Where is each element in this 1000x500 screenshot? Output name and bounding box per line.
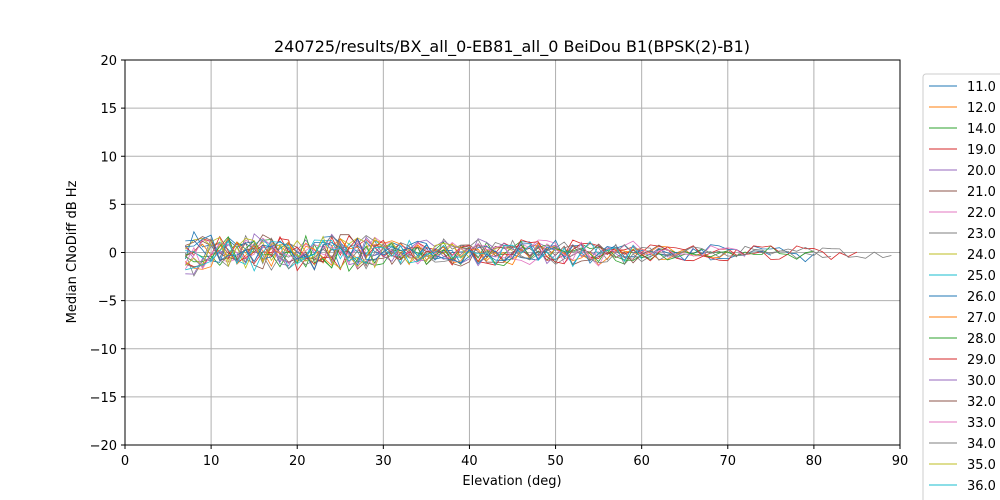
legend-item: 30.0 bbox=[929, 374, 996, 389]
series-line-34.0 bbox=[185, 234, 832, 271]
legend-item: 21.0 bbox=[929, 185, 996, 200]
y-tick-label: 5 bbox=[109, 198, 117, 213]
legend-label: 19.0 bbox=[967, 143, 996, 158]
legend-item: 20.0 bbox=[929, 164, 996, 179]
x-tick-label: 60 bbox=[633, 454, 650, 469]
legend-item: 26.0 bbox=[929, 290, 996, 305]
legend-label: 33.0 bbox=[967, 416, 996, 431]
legend-item: 33.0 bbox=[929, 416, 996, 431]
legend-label: 36.0 bbox=[967, 479, 996, 494]
y-tick-label: −5 bbox=[98, 295, 117, 310]
legend-frame bbox=[922, 73, 1000, 500]
y-tick-label: 15 bbox=[100, 102, 117, 117]
legend-item: 12.0 bbox=[929, 101, 996, 116]
x-tick-label: 10 bbox=[203, 454, 220, 469]
series-line-23.0 bbox=[184, 234, 892, 277]
legend-item: 36.0 bbox=[929, 479, 996, 494]
legend-label: 11.0 bbox=[967, 80, 996, 95]
series-line-32.0 bbox=[185, 234, 668, 271]
legend-label: 20.0 bbox=[967, 164, 996, 179]
y-tick-label: −20 bbox=[90, 439, 117, 454]
y-axis-label: Median CNoDiff dB Hz bbox=[65, 180, 80, 323]
x-tick-label: 50 bbox=[547, 454, 564, 469]
x-tick-label: 80 bbox=[806, 454, 823, 469]
legend-item: 27.0 bbox=[929, 311, 996, 326]
x-axis: 0 10 20 30 40 50 60 70 80 90 bbox=[121, 445, 908, 469]
legend-label: 21.0 bbox=[967, 185, 996, 200]
legend-label: 12.0 bbox=[967, 101, 996, 116]
series-line-12.0 bbox=[185, 237, 729, 268]
series-line-35.0 bbox=[185, 235, 470, 270]
x-tick-label: 0 bbox=[121, 454, 129, 469]
y-tick-label: −10 bbox=[90, 343, 117, 358]
legend-item: 35.0 bbox=[929, 458, 996, 473]
legend-label: 35.0 bbox=[967, 458, 996, 473]
legend-label: 32.0 bbox=[967, 395, 996, 410]
legend-label: 24.0 bbox=[967, 248, 996, 263]
legend-label: 23.0 bbox=[967, 227, 996, 242]
legend-item: 23.0 bbox=[929, 227, 996, 242]
series-line-33.0 bbox=[184, 237, 746, 270]
x-tick-label: 20 bbox=[289, 454, 306, 469]
legend-item: 11.0 bbox=[929, 80, 996, 95]
legend-item: 29.0 bbox=[929, 353, 996, 368]
series-line-36.0 bbox=[185, 240, 643, 272]
y-axis: −20 −15 −10 −5 0 5 10 15 20 bbox=[90, 54, 125, 454]
y-tick-label: −15 bbox=[90, 391, 117, 406]
legend-item: 14.0 bbox=[929, 122, 996, 137]
series-line-37.0 bbox=[185, 234, 556, 271]
y-tick-label: 10 bbox=[100, 150, 117, 165]
legend-label: 30.0 bbox=[967, 374, 996, 389]
x-tick-label: 70 bbox=[720, 454, 737, 469]
legend-label: 34.0 bbox=[967, 437, 996, 452]
legend-label: 28.0 bbox=[967, 332, 996, 347]
x-tick-label: 90 bbox=[892, 454, 909, 469]
x-tick-label: 30 bbox=[375, 454, 392, 469]
legend-item: 28.0 bbox=[929, 332, 996, 347]
legend-label: 26.0 bbox=[967, 290, 996, 305]
legend-item: 34.0 bbox=[929, 437, 996, 452]
chart-title: 240725/results/BX_all_0-EB81_all_0 BeiDo… bbox=[274, 37, 750, 57]
legend-item: 32.0 bbox=[929, 395, 996, 410]
legend-label: 14.0 bbox=[967, 122, 996, 137]
x-axis-label: Elevation (deg) bbox=[462, 474, 561, 489]
legend-label: 27.0 bbox=[967, 311, 996, 326]
legend-item: 25.0 bbox=[929, 269, 996, 284]
legend-label: 25.0 bbox=[967, 269, 996, 284]
y-tick-label: 0 bbox=[109, 247, 117, 262]
series-lines bbox=[184, 230, 892, 277]
x-tick-label: 40 bbox=[461, 454, 478, 469]
legend: 11.0 12.0 14.0 19.0 20.0 21.0 22.0 23.0 24.0 25.0… bbox=[922, 73, 1000, 500]
series-line-30.0 bbox=[185, 236, 556, 275]
legend-item: 19.0 bbox=[929, 143, 996, 158]
legend-label: 22.0 bbox=[967, 206, 996, 221]
y-tick-label: 20 bbox=[100, 54, 117, 69]
legend-item: 22.0 bbox=[929, 206, 996, 221]
legend-label: 29.0 bbox=[967, 353, 996, 368]
legend-item: 24.0 bbox=[929, 248, 996, 263]
